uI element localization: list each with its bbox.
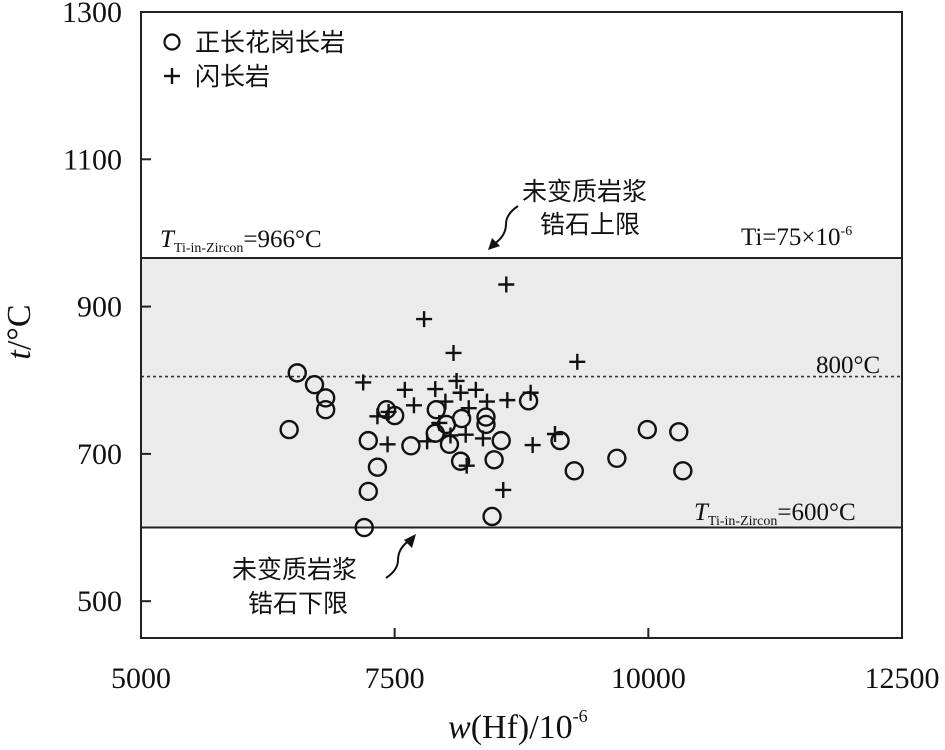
x-tick-label: 5000 (111, 662, 171, 695)
reference-line-label: 800°C (816, 352, 880, 379)
plus-point (452, 384, 469, 401)
plus-point (479, 393, 496, 410)
plus-point (379, 436, 396, 453)
upper-limit-label-left: TTi-in-Zircon=966°C (160, 226, 322, 256)
plus-point (498, 276, 515, 293)
plus-point (495, 481, 512, 498)
circle-point (367, 457, 388, 477)
x-axis-label: w(Hf)/10-6 (448, 706, 588, 746)
plus-point (431, 414, 448, 431)
y-tick-label: 1300 (62, 0, 122, 29)
plus-point (460, 400, 477, 417)
circle-point (279, 419, 299, 440)
upper-annotation-line1: 未变质岩浆 (522, 177, 647, 206)
plus-point (419, 433, 436, 450)
circle-point (401, 436, 421, 456)
legend-circle-marker (163, 33, 181, 51)
circle-point (358, 481, 378, 502)
circle-point (426, 399, 446, 420)
legend-plus-marker (164, 68, 180, 84)
plus-point (427, 381, 444, 398)
x-tick-label: 10000 (611, 662, 686, 695)
x-tick-label: 7500 (365, 662, 425, 695)
y-tick-label: 900 (77, 291, 122, 324)
plus-point (474, 430, 491, 447)
lower-annotation-line1: 未变质岩浆 (232, 555, 357, 584)
lower-annotation-arrow (385, 539, 411, 579)
legend: 正长花岗长岩 闪长岩 (163, 28, 345, 91)
plus-point (396, 381, 413, 398)
upper-annotation-line2: 锆石上限 (540, 210, 640, 239)
plus-point (445, 344, 462, 361)
plus-point (448, 372, 465, 389)
plus-point (437, 393, 454, 410)
circle-point (550, 430, 570, 451)
plus-point (467, 381, 484, 398)
plus-point (416, 311, 433, 328)
circle-point (484, 450, 504, 470)
axis-tick-labels: 5000 7500 10000 12500 500 700 900 1100 1300 (62, 0, 940, 695)
shaded-band (141, 257, 902, 528)
circle-point (315, 399, 336, 420)
upper-annotation-arrowhead (488, 238, 500, 250)
y-tick-label: 700 (77, 438, 122, 471)
plus-point (458, 457, 475, 474)
circle-point (476, 414, 496, 435)
upper-limit-label-right: Ti=75×10-6 (741, 224, 852, 251)
circle-point (304, 374, 325, 395)
x-tick-label: 12500 (865, 662, 940, 695)
y-axis-label: t/°C (1, 304, 38, 359)
plus-point (405, 397, 422, 414)
axis-ticks (140, 11, 903, 638)
plus-point (546, 425, 563, 442)
circle-point (450, 451, 471, 471)
plot-frame (140, 11, 903, 639)
plus-point (442, 427, 459, 444)
legend-label-plus: 闪长岩 (195, 62, 270, 91)
circle-point (491, 430, 511, 451)
plus-point (457, 426, 474, 443)
circle-point (451, 408, 472, 429)
circle-point (358, 430, 378, 451)
lower-annotation-line2: 锆石下限 (248, 589, 348, 618)
circle-point (315, 388, 336, 408)
circle-point (384, 405, 405, 426)
plus-point (380, 403, 397, 420)
circle-point (564, 461, 584, 481)
circle-point (354, 517, 374, 538)
circle-point (482, 506, 502, 527)
plus-point (355, 374, 372, 391)
y-tick-label: 1100 (63, 143, 122, 176)
lower-annotation-arrowhead (404, 534, 416, 548)
circle-point (637, 419, 658, 440)
circle-point (287, 363, 307, 383)
plus-point (522, 384, 539, 401)
circle-point (607, 448, 627, 469)
y-tick-label: 500 (77, 585, 122, 618)
plus-point (524, 437, 541, 454)
upper-annotation-arrow (493, 205, 519, 245)
plus-point (569, 353, 586, 370)
data-points (279, 276, 693, 538)
circle-point (669, 422, 689, 442)
circle-point (673, 461, 693, 481)
plus-point (499, 392, 516, 409)
plus-point (369, 408, 386, 425)
legend-label-circle: 正长花岗长岩 (195, 28, 345, 57)
lower-limit-label: TTi-in-Zircon=600°C (694, 499, 856, 529)
